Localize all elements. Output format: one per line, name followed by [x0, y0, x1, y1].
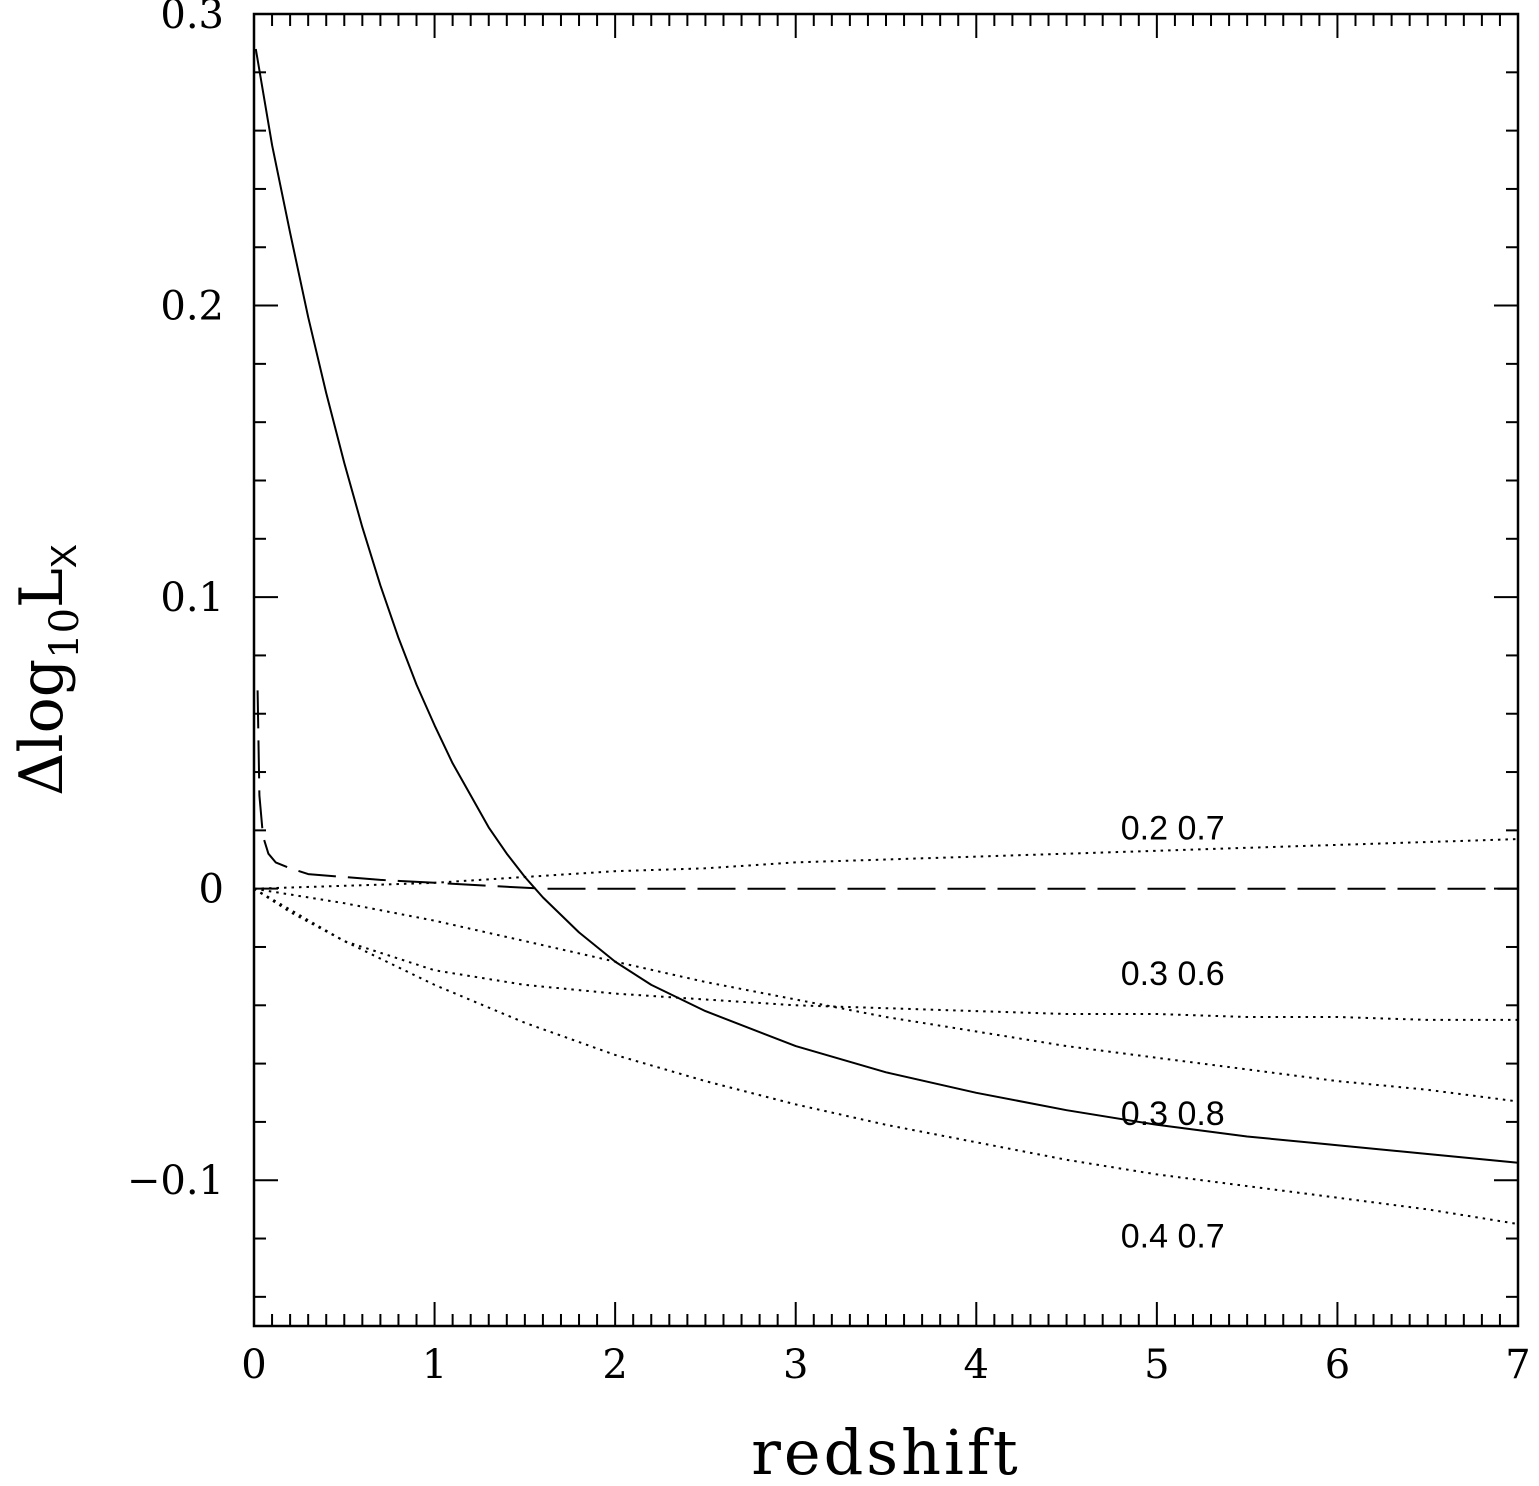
series-layer: [253, 48, 1519, 1225]
series-line-0.3-0.8: [253, 887, 1519, 1103]
x-tick-label: 5: [1144, 1342, 1169, 1388]
curve-label: 0.3 0.8: [1121, 1095, 1225, 1133]
tick-labels-layer: 0 1 2 3 4 5 6 7 −0.1 0 0.1 0.2 0.3: [127, 0, 1531, 1388]
x-tick-label: 4: [964, 1342, 989, 1388]
series-line-0.2-0.7: [253, 838, 1519, 890]
curve-label: 0.3 0.6: [1121, 955, 1225, 993]
y-axis-title-Lsub: X: [43, 544, 84, 568]
y-axis-title-L: L: [7, 568, 77, 608]
y-tick-label: 0.3: [160, 0, 224, 38]
x-tick-label: 3: [783, 1342, 808, 1388]
x-tick-label: 2: [602, 1342, 627, 1388]
x-tick-label: 0: [241, 1342, 266, 1388]
x-tick-label: 7: [1505, 1342, 1530, 1388]
y-tick-label: −0.1: [127, 1158, 224, 1204]
y-tick-label: 0.2: [160, 284, 224, 330]
y-axis-title-log: log: [7, 659, 77, 753]
y-tick-label: 0.1: [160, 575, 224, 621]
curve-label: 0.4 0.7: [1121, 1218, 1225, 1256]
series-line-0.4-0.7: [253, 887, 1519, 1225]
y-axis-title-sub: 10: [42, 608, 88, 659]
curve-label: 0.2 0.7: [1121, 809, 1225, 847]
series-line-solid-0: [254, 48, 1519, 1164]
y-axis-title: Δlog10LX: [7, 544, 88, 796]
plot-frame: [252, 12, 1520, 1328]
annotations-layer: 0.2 0.7 0.3 0.6 0.3 0.8 0.4 0.7: [1121, 809, 1225, 1255]
x-axis-title: redshift: [751, 1416, 1020, 1486]
y-axis-title-delta: Δ: [7, 753, 77, 796]
x-tick-label: 1: [422, 1342, 447, 1388]
ticks-layer: [254, 14, 1518, 1326]
series-line-0.3-0.6: [253, 887, 1518, 1021]
series-line-dashed-1: [256, 690, 1518, 890]
x-tick-label: 6: [1325, 1342, 1350, 1388]
svg-text:Δlog10LX: Δlog10LX: [7, 544, 88, 796]
y-tick-label: 0: [199, 867, 224, 913]
